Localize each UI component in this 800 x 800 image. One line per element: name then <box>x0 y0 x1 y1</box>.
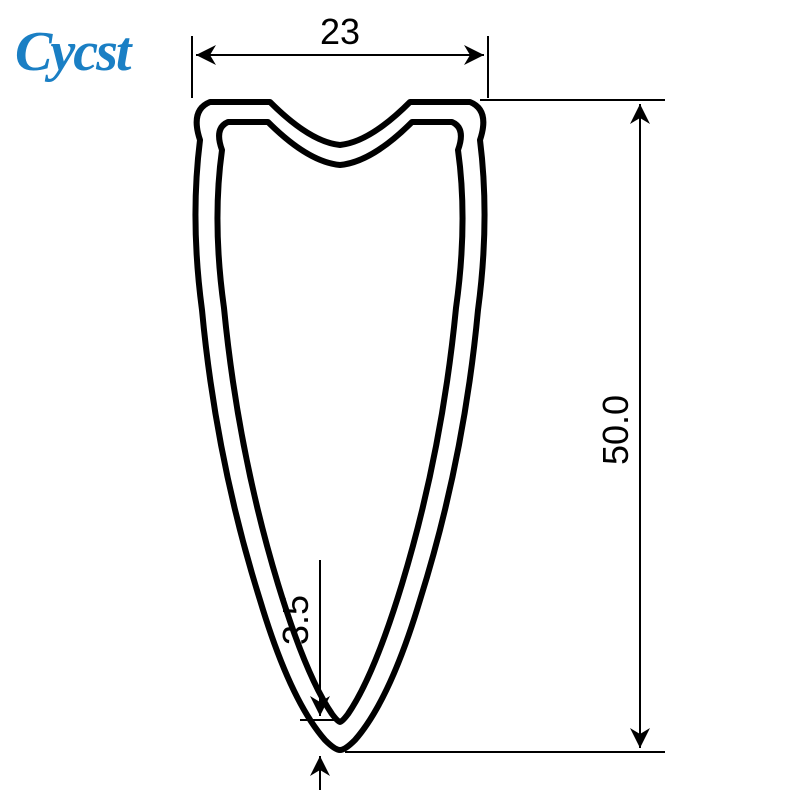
height-dimension: 50.0 <box>345 100 665 752</box>
wall-value: 3.5 <box>275 595 316 645</box>
width-dimension: 23 <box>192 11 488 98</box>
drawing-canvas: Cycst 23 <box>0 0 800 800</box>
height-value: 50.0 <box>595 395 636 465</box>
width-value: 23 <box>320 11 360 52</box>
rim-inner-profile <box>217 122 462 722</box>
technical-drawing: 23 50.0 3.5 <box>0 0 800 800</box>
